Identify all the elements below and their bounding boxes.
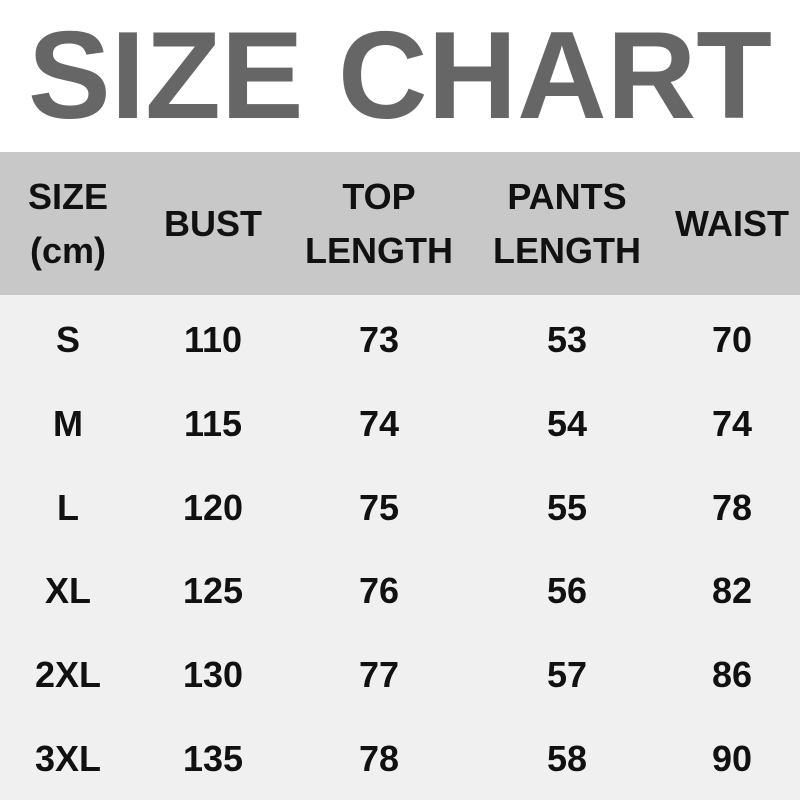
column-header-line: LENGTH — [305, 230, 453, 271]
column-header-line: WAIST — [675, 203, 789, 244]
table-cell-size: S — [55, 319, 81, 360]
table-cell-waist: 90 — [711, 738, 753, 779]
table-cell-pants-length: 54 — [546, 402, 588, 444]
table-cell-pants-length: 53 — [546, 319, 588, 360]
table-cell-waist: 82 — [711, 570, 753, 612]
table-cell-bust: 125 — [182, 570, 244, 612]
table-cell-pants-length: 55 — [546, 486, 588, 528]
column-header-line: TOP — [342, 176, 416, 217]
table-cell-size: 2XL — [34, 654, 102, 696]
table-cell-top-length: 78 — [358, 738, 400, 779]
column-header-line: (cm) — [29, 230, 107, 271]
table-cell-size: XL — [44, 570, 92, 612]
table-cell-size: L — [57, 486, 79, 528]
table-cell-size: M — [53, 402, 83, 444]
column-header-line: BUST — [164, 203, 262, 244]
table-cell-bust: 115 — [183, 402, 243, 444]
table-cell-top-length: 74 — [358, 402, 400, 444]
table-cell-pants-length: 58 — [546, 738, 588, 779]
table-cell-pants-length: 57 — [546, 654, 588, 696]
table-cell-bust: 135 — [182, 738, 244, 779]
table-body — [0, 295, 800, 800]
table-cell-bust: 110 — [183, 319, 243, 360]
table-cell-bust: 120 — [182, 486, 244, 528]
column-header-waist: WAIST — [675, 197, 789, 251]
column-header-top-length: TOP LENGTH — [305, 170, 453, 278]
column-header-bust: BUST — [164, 197, 262, 251]
table-cell-top-length: 75 — [358, 486, 400, 528]
table-cell-waist: 86 — [711, 654, 753, 696]
table-cell-bust: 130 — [182, 654, 244, 696]
column-header-line: PANTS — [507, 176, 627, 217]
table-cell-top-length: 76 — [358, 570, 400, 612]
column-header-size: SIZE (cm) — [28, 170, 108, 278]
page-title: SIZE CHART — [28, 7, 772, 145]
table-cell-pants-length: 56 — [546, 570, 588, 612]
column-header-line: SIZE — [27, 176, 109, 217]
column-header-line: LENGTH — [493, 230, 641, 271]
table-cell-waist: 70 — [711, 319, 753, 360]
table-header — [0, 152, 800, 295]
table-cell-top-length: 73 — [358, 319, 400, 360]
column-header-pants-length: PANTS LENGTH — [493, 170, 641, 278]
table-cell-top-length: 77 — [358, 654, 400, 696]
table-cell-waist: 74 — [711, 402, 753, 444]
table-cell-waist: 78 — [711, 486, 753, 528]
table-cell-size: 3XL — [34, 738, 102, 779]
